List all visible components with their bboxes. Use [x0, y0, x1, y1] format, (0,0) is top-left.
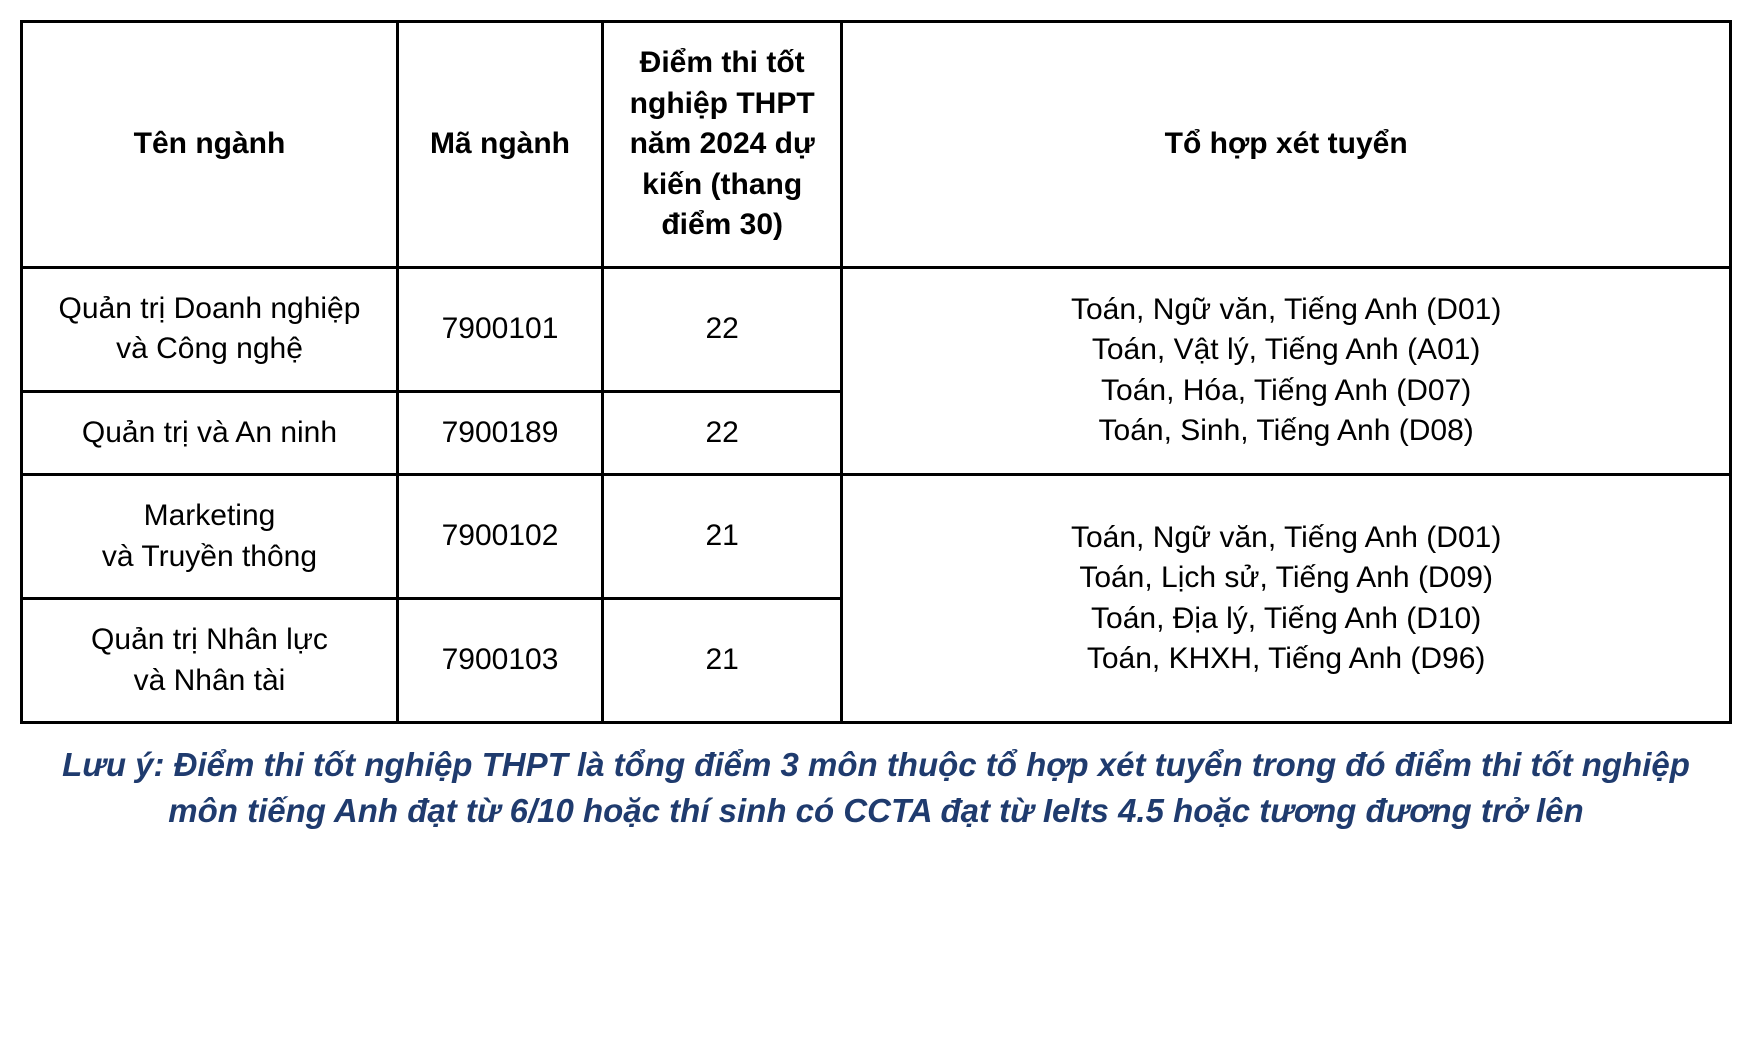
cell-major-code: 7900189: [397, 391, 602, 475]
combo-line: Toán, Địa lý, Tiếng Anh (D10): [1091, 602, 1481, 635]
admissions-table: Tên ngành Mã ngành Điểm thi tốt nghiệp T…: [20, 20, 1732, 724]
cell-major-name: Quản trị Nhân lực và Nhân tài: [22, 599, 398, 723]
cell-major-name: Marketing và Truyền thông: [22, 475, 398, 599]
combo-line: Toán, Sinh, Tiếng Anh (D08): [1099, 414, 1474, 447]
cell-major-code: 7900103: [397, 599, 602, 723]
combo-line: Toán, Lịch sử, Tiếng Anh (D09): [1079, 561, 1493, 594]
major-name-line: và Nhân tài: [134, 664, 286, 697]
combo-line: Toán, Hóa, Tiếng Anh (D07): [1101, 374, 1471, 407]
cell-score: 21: [603, 599, 842, 723]
cell-major-name: Quản trị Doanh nghiệp và Công nghệ: [22, 267, 398, 391]
cell-score: 22: [603, 267, 842, 391]
footnote-text: Lưu ý: Điểm thi tốt nghiệp THPT là tổng …: [20, 742, 1732, 834]
header-score: Điểm thi tốt nghiệp THPT năm 2024 dự kiế…: [603, 22, 842, 268]
combo-line: Toán, Ngữ văn, Tiếng Anh (D01): [1071, 293, 1501, 326]
table-header-row: Tên ngành Mã ngành Điểm thi tốt nghiệp T…: [22, 22, 1731, 268]
cell-major-name: Quản trị và An ninh: [22, 391, 398, 475]
major-name-line: Quản trị Doanh nghiệp: [59, 292, 361, 325]
major-name-line: Quản trị Nhân lực: [91, 623, 328, 656]
cell-combo: Toán, Ngữ văn, Tiếng Anh (D01) Toán, Lịc…: [842, 475, 1731, 723]
combo-line: Toán, Ngữ văn, Tiếng Anh (D01): [1071, 521, 1501, 554]
cell-major-code: 7900101: [397, 267, 602, 391]
major-name-line: và Công nghệ: [116, 332, 303, 365]
combo-line: Toán, KHXH, Tiếng Anh (D96): [1087, 642, 1486, 675]
header-major-name: Tên ngành: [22, 22, 398, 268]
cell-score: 22: [603, 391, 842, 475]
major-name-line: và Truyền thông: [102, 540, 317, 573]
table-row: Marketing và Truyền thông 7900102 21 Toá…: [22, 475, 1731, 599]
cell-major-code: 7900102: [397, 475, 602, 599]
major-name-line: Marketing: [144, 499, 276, 532]
table-row: Quản trị Doanh nghiệp và Công nghệ 79001…: [22, 267, 1731, 391]
cell-combo: Toán, Ngữ văn, Tiếng Anh (D01) Toán, Vật…: [842, 267, 1731, 475]
cell-score: 21: [603, 475, 842, 599]
combo-line: Toán, Vật lý, Tiếng Anh (A01): [1092, 333, 1481, 366]
header-major-code: Mã ngành: [397, 22, 602, 268]
header-combo: Tổ hợp xét tuyển: [842, 22, 1731, 268]
